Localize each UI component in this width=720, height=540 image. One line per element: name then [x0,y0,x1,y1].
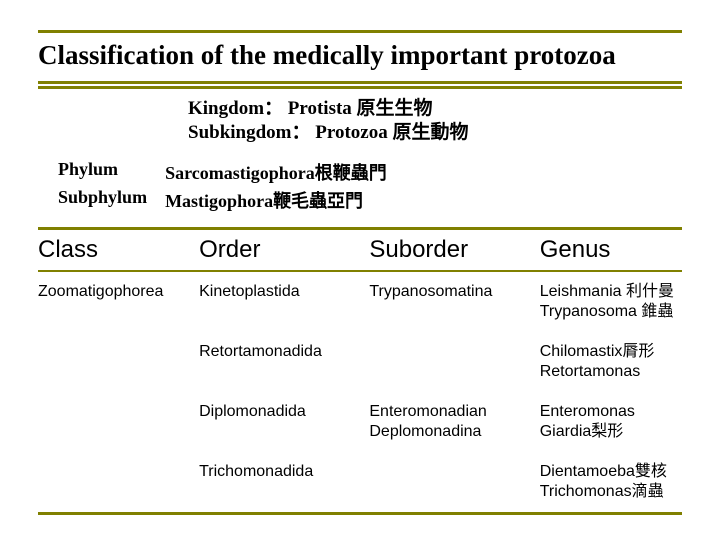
phylum-block: Phylum Sarcomastigophora根鞭蟲門 Subphylum M… [58,159,682,215]
slide: Classification of the medically importan… [0,0,720,540]
genus-line: Retortamonas [540,362,674,382]
cell-suborder: Trypanosomatina [369,271,539,332]
cell-genus: Dientamoeba雙核 Trichomonas滴蟲 [540,452,682,514]
table-header-row: Class Order Suborder Genus [38,228,682,271]
cell-order: Trichomonadida [199,452,369,514]
cell-class: Zoomatigophorea [38,271,199,332]
genus-line: Dientamoeba雙核 [540,462,674,482]
subkingdom-line: Subkingdom： Protozoa 原生動物 [188,121,682,145]
table-row: Diplomonadida Enteromonadian Deplomonadi… [38,392,682,452]
subphylum-label: Subphylum [58,187,165,215]
phylum-row: Phylum Sarcomastigophora根鞭蟲門 [58,159,405,187]
cell-class [38,392,199,452]
kingdom-value: Protista 原生生物 [288,98,433,119]
subkingdom-value: Protozoa 原生動物 [315,122,468,143]
classification-table: Class Order Suborder Genus Zoomatigophor… [38,227,682,515]
subphylum-row: Subphylum Mastigophora鞭毛蟲亞門 [58,187,405,215]
cell-class [38,452,199,514]
phylum-table: Phylum Sarcomastigophora根鞭蟲門 Subphylum M… [58,159,405,215]
cell-order: Kinetoplastida [199,271,369,332]
phylum-value: Sarcomastigophora根鞭蟲門 [165,159,405,187]
title-underline [38,81,682,87]
kingdom-label: Kingdom： [188,98,283,119]
header-order: Order [199,228,369,271]
cell-order: Diplomonadida [199,392,369,452]
genus-line: Trypanosoma 錐蟲 [540,302,674,322]
cell-suborder [369,452,539,514]
phylum-label: Phylum [58,159,165,187]
cell-order: Retortamonadida [199,332,369,392]
subphylum-value: Mastigophora鞭毛蟲亞門 [165,187,405,215]
table-row: Zoomatigophorea Kinetoplastida Trypanoso… [38,271,682,332]
top-rule [38,30,682,36]
cell-suborder [369,332,539,392]
genus-line: Enteromonas [540,402,674,422]
cell-class [38,332,199,392]
cell-genus: Enteromonas Giardia梨形 [540,392,682,452]
cell-genus: Leishmania 利什曼 Trypanosoma 錐蟲 [540,271,682,332]
table-row: Trichomonadida Dientamoeba雙核 Trichomonas… [38,452,682,514]
kingdom-line: Kingdom： Protista 原生生物 [188,97,682,121]
header-suborder: Suborder [369,228,539,271]
kingdom-block: Kingdom： Protista 原生生物 Subkingdom： Proto… [188,97,682,145]
genus-line: Leishmania 利什曼 [540,282,674,302]
cell-suborder: Enteromonadian Deplomonadina [369,392,539,452]
subkingdom-label: Subkingdom： [188,122,311,143]
genus-line: Chilomastix脣形 [540,342,674,362]
header-genus: Genus [540,228,682,271]
header-class: Class [38,228,199,271]
genus-line: Giardia梨形 [540,422,674,442]
cell-genus: Chilomastix脣形 Retortamonas [540,332,682,392]
table-row: Retortamonadida Chilomastix脣形 Retortamon… [38,332,682,392]
slide-title: Classification of the medically importan… [38,40,682,71]
genus-line: Trichomonas滴蟲 [540,482,674,502]
